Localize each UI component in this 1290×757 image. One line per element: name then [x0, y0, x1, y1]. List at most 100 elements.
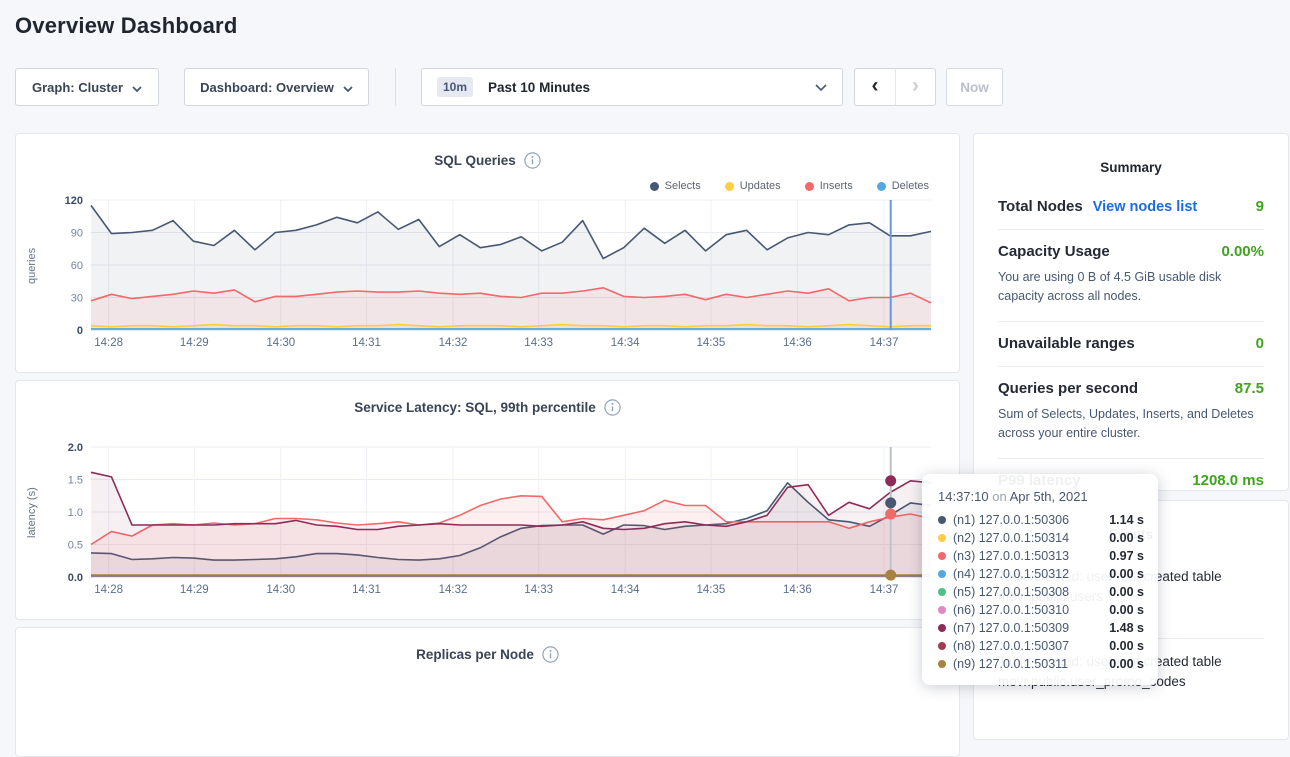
- time-range-picker[interactable]: 10m Past 10 Minutes: [421, 68, 843, 106]
- summary-row: Total Nodes View nodes list 9: [998, 185, 1264, 230]
- tooltip-row: (n8) 127.0.0.1:50307 0.00 s: [938, 637, 1144, 655]
- svg-text:14:37: 14:37: [870, 337, 899, 349]
- toolbar-divider: [395, 68, 396, 106]
- tooltip-node-label: (n8) 127.0.0.1:50307: [953, 639, 1070, 653]
- sql-queries-chart-canvas[interactable]: 0 30 60 90 120 14:28 14:29 14:30 14:31 14:32 14:33…: [36, 192, 941, 352]
- svg-text:2.0: 2.0: [68, 442, 83, 454]
- node-color-dot: [938, 624, 946, 632]
- svg-text:30: 30: [71, 293, 83, 305]
- node-color-dot: [938, 642, 946, 650]
- legend-dot: [876, 181, 886, 191]
- svg-text:14:36: 14:36: [783, 584, 812, 596]
- tooltip-node-value: 0.00 s: [1109, 567, 1144, 581]
- legend-label: Updates: [739, 180, 781, 192]
- svg-text:14:29: 14:29: [180, 584, 209, 596]
- graph-dropdown[interactable]: Graph: Cluster: [15, 68, 159, 106]
- node-color-dot: [938, 588, 946, 596]
- summary-description: You are using 0 B of 4.5 GiB usable disk…: [998, 270, 1222, 304]
- chart-title: Replicas per Node: [416, 647, 534, 662]
- tooltip-node-value: 0.97 s: [1109, 549, 1144, 563]
- tooltip-node-value: 0.00 s: [1109, 603, 1144, 617]
- chart-title: Service Latency: SQL, 99th percentile: [354, 400, 596, 415]
- tooltip-row: (n4) 127.0.0.1:50312 0.00 s: [938, 565, 1144, 583]
- legend-item[interactable]: Selects: [649, 180, 701, 192]
- tooltip-node-value: 0.00 s: [1109, 639, 1144, 653]
- summary-row: Queries per second 87.5 Sum of Selects, …: [998, 367, 1264, 459]
- summary-label: Total Nodes: [998, 198, 1083, 215]
- page-title: Overview Dashboard: [15, 13, 238, 38]
- node-color-dot: [938, 516, 946, 524]
- svg-text:90: 90: [71, 228, 83, 240]
- node-color-dot: [938, 606, 946, 614]
- legend-item[interactable]: Inserts: [804, 180, 853, 192]
- legend-dot: [649, 181, 659, 191]
- tooltip-node-value: 0.00 s: [1109, 657, 1144, 671]
- info-icon[interactable]: [524, 152, 541, 169]
- legend-item[interactable]: Deletes: [876, 180, 929, 192]
- tooltip-row: (n7) 127.0.0.1:50309 1.48 s: [938, 619, 1144, 637]
- svg-text:14:31: 14:31: [352, 337, 381, 349]
- tooltip-row: (n5) 127.0.0.1:50308 0.00 s: [938, 583, 1144, 601]
- svg-text:0: 0: [77, 325, 83, 337]
- chevron-down-icon: [343, 80, 353, 95]
- chart-legend: Selects Updates Inserts Deletes: [649, 180, 929, 192]
- svg-text:0.5: 0.5: [68, 540, 83, 552]
- prev-range-button[interactable]: ‹: [871, 74, 879, 97]
- svg-text:14:30: 14:30: [266, 337, 295, 349]
- sql-queries-panel: SQL Queries Selects Updates Inserts Deletes…: [15, 133, 960, 373]
- tooltip-row: (n3) 127.0.0.1:50313 0.97 s: [938, 547, 1144, 565]
- dashboard-dropdown[interactable]: Dashboard: Overview: [184, 68, 369, 106]
- tooltip-node-value: 0.00 s: [1109, 531, 1144, 545]
- svg-text:14:29: 14:29: [180, 337, 209, 349]
- summary-label: Capacity Usage: [998, 243, 1110, 260]
- dashboard-dropdown-label: Dashboard: Overview: [200, 79, 334, 95]
- tooltip-node-value: 1.14 s: [1109, 513, 1144, 527]
- info-icon[interactable]: [542, 646, 559, 663]
- summary-label: Queries per second: [998, 379, 1139, 397]
- svg-text:14:35: 14:35: [697, 584, 726, 596]
- node-color-dot: [938, 570, 946, 578]
- svg-text:14:32: 14:32: [439, 337, 468, 349]
- tooltip-timestamp: 14:37:10 on Apr 5th, 2021: [938, 489, 1088, 504]
- svg-text:14:32: 14:32: [439, 584, 468, 596]
- tooltip-node-label: (n2) 127.0.0.1:50314: [953, 531, 1070, 545]
- svg-text:14:34: 14:34: [611, 337, 640, 349]
- summary-value: 9: [1255, 198, 1264, 215]
- node-color-dot: [938, 552, 946, 560]
- summary-description: Sum of Selects, Updates, Inserts, and De…: [998, 406, 1254, 441]
- time-range-step-buttons: ‹ ›: [854, 68, 936, 106]
- tooltip-node-value: 1.48 s: [1109, 621, 1144, 635]
- toolbar: Graph: Cluster Dashboard: Overview 10m P…: [15, 68, 1003, 106]
- info-icon[interactable]: [604, 399, 621, 416]
- tooltip-node-label: (n1) 127.0.0.1:50306: [953, 513, 1070, 527]
- tooltip-row: (n2) 127.0.0.1:50314 0.00 s: [938, 529, 1144, 547]
- time-range-label: Past 10 Minutes: [488, 79, 591, 95]
- legend-item[interactable]: Updates: [724, 180, 781, 192]
- view-nodes-link[interactable]: View nodes list: [1092, 199, 1198, 215]
- service-latency-chart-canvas[interactable]: 0.0 0.5 1.0 1.5 2.0 14:28 14:29 14:30 14:31 14:32…: [36, 439, 941, 599]
- svg-text:14:33: 14:33: [524, 584, 553, 596]
- chevron-down-icon: [815, 78, 827, 96]
- summary-panel: Summary Total Nodes View nodes list 9 Ca…: [973, 133, 1289, 491]
- svg-text:14:30: 14:30: [266, 584, 295, 596]
- tooltip-node-label: (n5) 127.0.0.1:50308: [953, 585, 1070, 599]
- next-range-button[interactable]: ›: [895, 69, 935, 105]
- chart-title: SQL Queries: [434, 153, 516, 168]
- svg-text:14:28: 14:28: [94, 337, 123, 349]
- svg-text:1.5: 1.5: [68, 475, 83, 487]
- chevron-down-icon: [132, 80, 142, 95]
- summary-value: 0.00%: [1221, 243, 1264, 260]
- svg-text:0.0: 0.0: [68, 572, 83, 584]
- legend-dot: [724, 181, 734, 191]
- summary-row: Unavailable ranges 0: [998, 322, 1264, 367]
- svg-text:14:28: 14:28: [94, 584, 123, 596]
- summary-title: Summary: [1100, 160, 1162, 175]
- tooltip-node-value: 0.00 s: [1109, 585, 1144, 599]
- tooltip-node-label: (n6) 127.0.0.1:50310: [953, 603, 1070, 617]
- summary-value: 0: [1255, 334, 1264, 352]
- now-button[interactable]: Now: [946, 68, 1003, 106]
- tooltip-node-label: (n7) 127.0.0.1:50309: [953, 621, 1070, 635]
- summary-label: Unavailable ranges: [998, 334, 1135, 352]
- tooltip-row: (n1) 127.0.0.1:50306 1.14 s: [938, 511, 1144, 529]
- svg-text:14:35: 14:35: [697, 337, 726, 349]
